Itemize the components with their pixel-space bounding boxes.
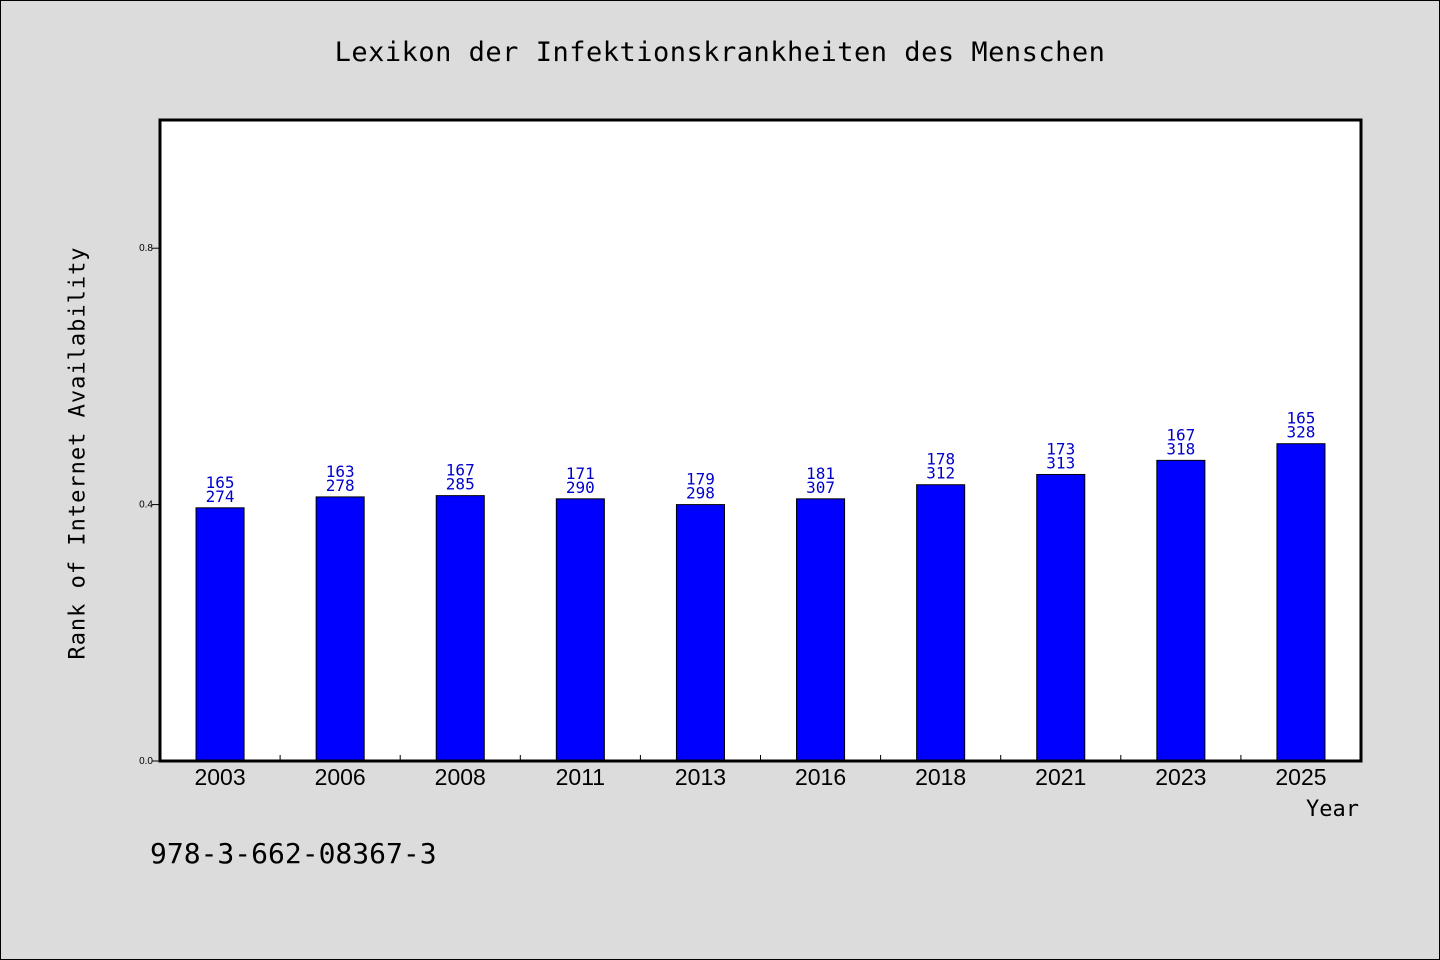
plot-border (158, 118, 1363, 763)
bar-label-bottom: 274 (206, 487, 235, 506)
x-tick-label: 2016 (795, 764, 846, 790)
bar-2021 (1036, 473, 1086, 762)
bar-2016 (796, 498, 846, 762)
bar-label-top: 171 (566, 464, 595, 483)
x-tick-label: 2021 (1035, 764, 1086, 790)
bar-2008 (435, 495, 485, 762)
bar-label-bottom: 312 (926, 464, 955, 483)
isbn-footnote: 978-3-662-08367-3 (150, 837, 437, 870)
bar-label-bottom: 318 (1166, 439, 1195, 458)
bar-2025 (1276, 443, 1326, 762)
bar-label-top: 163 (326, 462, 355, 481)
x-tick-label: 2011 (556, 764, 605, 790)
bar-label-top: 165 (206, 473, 235, 492)
bar-label-top: 167 (1166, 425, 1195, 444)
x-tick-label: 2003 (194, 764, 245, 790)
bar-2023 (1156, 459, 1206, 762)
bar-label-bottom: 290 (566, 478, 595, 497)
bar-label-bottom: 313 (1046, 453, 1075, 472)
chart-title: Lexikon der Infektionskrankheiten des Me… (334, 37, 1106, 68)
bar-label-bottom: 307 (806, 478, 835, 497)
x-tick-label: 2013 (675, 764, 726, 790)
y-tick-label: 0.8 (139, 243, 153, 254)
bar-2006 (315, 496, 365, 762)
bar-label-top: 167 (446, 461, 475, 480)
x-tick-label: 2008 (435, 764, 486, 790)
x-tick-label: 2006 (315, 764, 366, 790)
bar-2018 (916, 484, 966, 762)
bar-label-top: 179 (686, 470, 715, 489)
bar-label-top: 181 (806, 464, 835, 483)
y-tick-label: 0.4 (139, 500, 153, 511)
x-axis-label: Year (1306, 797, 1359, 822)
bar-label-top: 173 (1046, 439, 1075, 458)
bar-label-top: 178 (926, 450, 955, 469)
x-tick-label: 2023 (1155, 764, 1206, 790)
bar-2011 (555, 498, 605, 762)
bar-label-bottom: 328 (1286, 423, 1315, 442)
bar-2003 (195, 507, 245, 762)
bar-2013 (675, 504, 725, 762)
x-tick-label: 2018 (915, 764, 966, 790)
bar-label-top: 165 (1286, 409, 1315, 428)
bar-label-bottom: 298 (686, 484, 715, 503)
bar-label-bottom: 285 (446, 475, 475, 494)
x-tick-label: 2025 (1275, 764, 1326, 790)
y-tick-label: 0.0 (139, 756, 153, 767)
bar-label-bottom: 278 (326, 476, 355, 495)
